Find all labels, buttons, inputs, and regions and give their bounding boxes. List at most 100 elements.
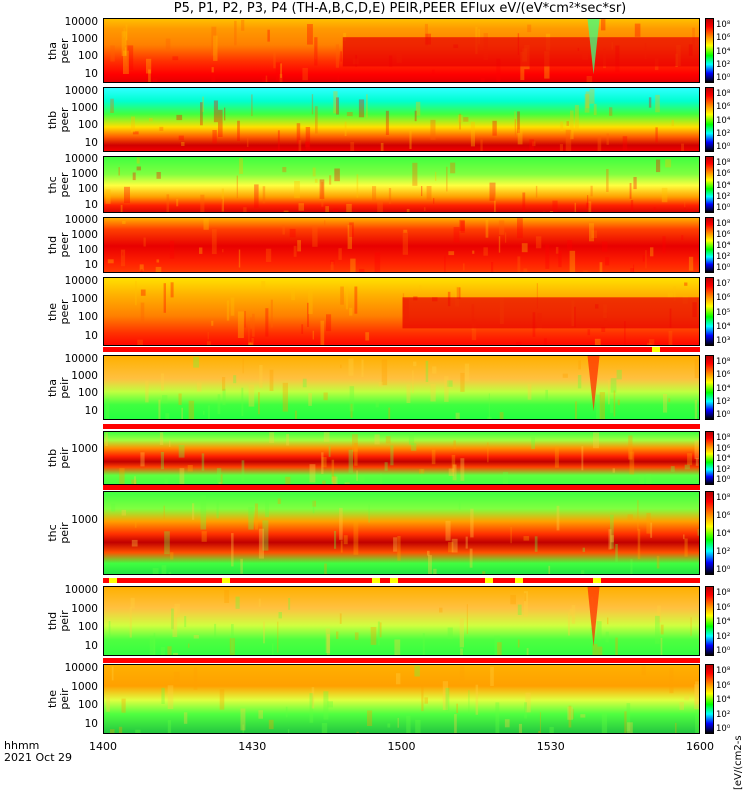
spectrogram-texture [683, 534, 685, 540]
colorbar-tick-label: 10⁶ [716, 293, 731, 304]
spectrogram-texture [122, 220, 126, 224]
colorbar-tick-label: 10⁸ [716, 89, 731, 99]
spectrogram-texture [277, 498, 281, 504]
spectrogram-texture [365, 332, 370, 341]
spectrogram-texture [311, 94, 314, 115]
spectrogram-texture [201, 453, 205, 471]
spectrogram-texture [347, 225, 352, 249]
colorbar-tick-label: 10⁰ [716, 646, 731, 656]
spectrogram-texture [314, 37, 318, 66]
spectrogram-texture [487, 416, 492, 419]
spectrogram-texture [173, 671, 180, 683]
spectrogram-texture [219, 689, 225, 710]
spectrogram-texture [571, 605, 576, 624]
spectrogram-texture [213, 35, 218, 61]
spectrogram-texture [444, 255, 446, 272]
spectrogram-texture [388, 407, 391, 419]
y-tick-label: 10000 [64, 152, 98, 165]
spectrogram-fill [104, 432, 699, 484]
colorbar-tick-label: 10⁴ [716, 115, 731, 126]
spectrogram-texture [517, 256, 521, 272]
spectrogram-texture [642, 255, 645, 262]
spectrogram-texture [454, 149, 456, 151]
spectrogram-texture [609, 82, 611, 83]
spectrogram-texture [385, 436, 391, 444]
spectrogram-texture [377, 200, 383, 212]
spectrogram-texture [236, 175, 238, 199]
y-tick-label: 10000 [64, 274, 98, 287]
spectrogram-texture [221, 188, 224, 212]
spectrogram-texture [324, 563, 327, 574]
spectrogram-texture [132, 131, 139, 135]
spectrogram-texture [108, 621, 111, 637]
spectrogram-texture [555, 246, 559, 254]
spectrogram-texture [308, 289, 313, 315]
spectrogram-texture [199, 247, 203, 254]
spectrogram-image [104, 157, 699, 212]
spectrogram-texture [252, 313, 255, 337]
spectrogram-texture [265, 75, 268, 82]
spectrogram-panel [103, 355, 700, 420]
spectrogram-texture [599, 392, 605, 419]
spectrogram-texture [167, 646, 172, 655]
spectrogram-texture [143, 237, 146, 247]
spectrogram-texture [521, 243, 528, 253]
spectrogram-texture [268, 719, 274, 730]
spectrogram-texture [181, 142, 185, 146]
spectrogram-texture [634, 23, 641, 37]
spectrogram-texture [587, 195, 589, 208]
spectrogram-texture [302, 378, 307, 388]
spectrogram-texture [176, 114, 183, 121]
spectrogram-texture [601, 241, 608, 252]
spectrogram-texture [350, 258, 356, 272]
spectrogram-texture [569, 250, 576, 272]
spectrogram-texture [584, 94, 590, 113]
spectrogram-texture [616, 369, 622, 380]
spectrogram-texture [321, 181, 324, 207]
spectrogram-texture [312, 225, 318, 247]
spectrogram-texture [348, 358, 354, 376]
spectrogram-texture [469, 548, 473, 568]
colorbar-tick-label: 10⁸ [716, 433, 731, 443]
y-tick-label: 10000 [64, 583, 98, 596]
colorbar-tick-label: 10⁶ [716, 511, 731, 521]
spectrogram-texture [169, 240, 175, 259]
spectrogram-texture [421, 469, 423, 482]
spectrogram-texture [388, 188, 392, 204]
spectrogram-texture [549, 726, 554, 733]
spectrogram-texture [431, 69, 435, 76]
spectrogram-texture [328, 446, 331, 457]
spectrogram-texture [237, 120, 240, 141]
quality-flag-blip [485, 578, 494, 583]
spectrogram-texture [630, 559, 633, 574]
spectrogram-texture [483, 247, 488, 256]
spectrogram-texture [448, 468, 454, 476]
spectrogram-texture [301, 324, 304, 334]
spectrogram-texture [596, 621, 602, 640]
spectrogram-texture [343, 535, 348, 545]
spectrogram-texture [249, 341, 252, 345]
spectrogram-texture [432, 366, 437, 374]
spectrogram-texture [590, 733, 593, 734]
spectrogram-texture [294, 181, 300, 199]
spectrogram-texture [340, 540, 343, 553]
spectrogram-texture [430, 119, 436, 140]
spectrogram-texture [662, 236, 666, 254]
y-tick-label: 10000 [64, 213, 98, 226]
spectrogram-texture [248, 321, 250, 345]
figure-title: P5, P1, P2, P3, P4 (TH-A,B,C,D,E) PEIR,P… [173, 1, 627, 16]
spectrogram-texture [230, 297, 235, 316]
spectrogram-texture [278, 612, 282, 619]
spectrogram-texture [534, 536, 538, 552]
spectrogram-fill [104, 157, 699, 212]
spectrogram-texture [517, 604, 522, 615]
spectrogram-texture [349, 386, 355, 412]
spectrogram-fill [104, 356, 699, 419]
y-tick-label: 10 [84, 258, 98, 271]
spectrogram-texture [692, 27, 695, 47]
spectrogram-texture [514, 119, 517, 137]
spectrogram-fill [104, 218, 699, 272]
spectrogram-texture [454, 476, 460, 483]
spectrogram-texture [524, 702, 527, 719]
spectrogram-texture [444, 376, 449, 402]
